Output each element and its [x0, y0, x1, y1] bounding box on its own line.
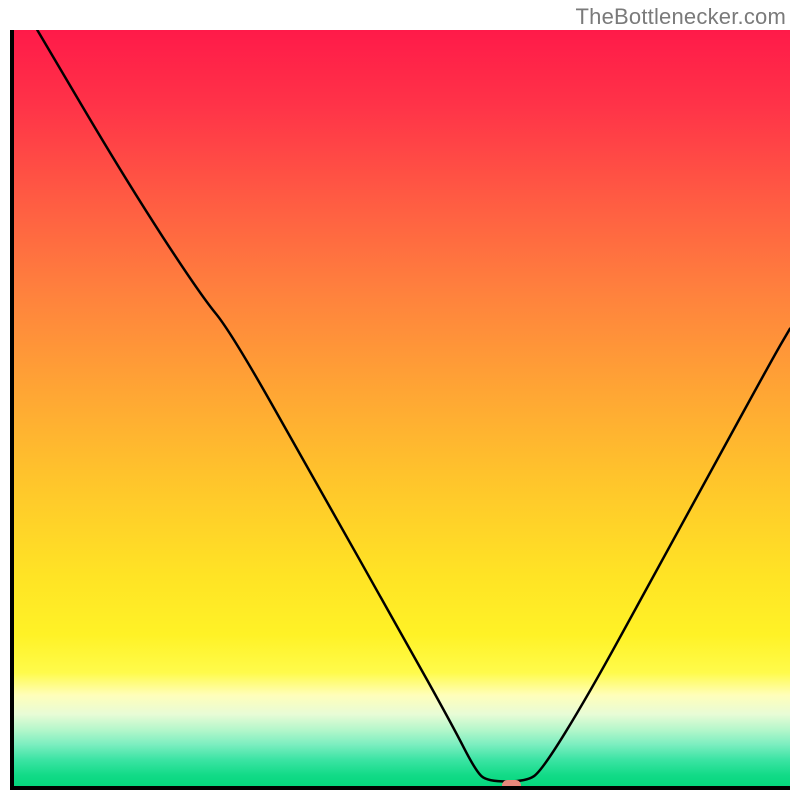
optimal-point-marker [502, 780, 521, 790]
watermark-text: TheBottlenecker.com [576, 4, 786, 30]
chart-container: TheBottlenecker.com [0, 0, 800, 800]
bottleneck-curve [14, 30, 790, 786]
plot-area [10, 30, 790, 790]
